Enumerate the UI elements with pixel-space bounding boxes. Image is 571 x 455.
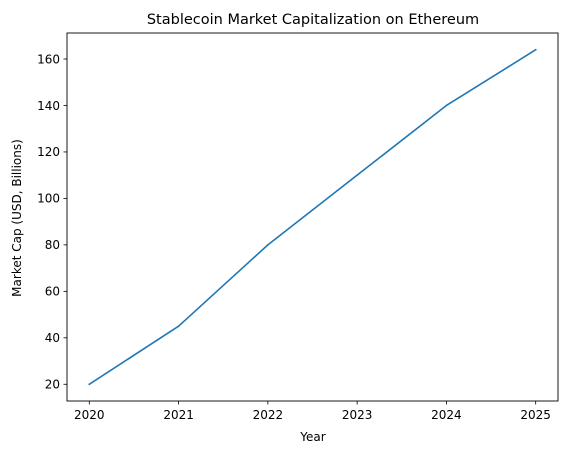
y-tick-label: 40 [45, 331, 60, 345]
x-tick-label: 2020 [74, 408, 105, 422]
chart-title: Stablecoin Market Capitalization on Ethe… [147, 12, 479, 28]
data-point [356, 174, 358, 176]
x-tick-label: 2021 [163, 408, 194, 422]
x-axis-ticks: 2020 2021 2022 2023 2024 2025 [74, 401, 551, 422]
data-point [267, 244, 269, 246]
x-tick-label: 2025 [520, 408, 551, 422]
y-tick-label: 140 [37, 99, 60, 113]
plot-frame [66, 32, 559, 402]
y-tick-label: 120 [37, 145, 60, 159]
data-point [534, 48, 537, 51]
y-tick-label: 80 [45, 238, 60, 252]
x-tick-label: 2024 [431, 408, 462, 422]
x-axis-label: Year [299, 430, 325, 444]
series-layer [88, 48, 537, 386]
y-tick-label: 160 [37, 52, 60, 66]
y-tick-label: 100 [37, 192, 60, 206]
y-tick-label: 20 [45, 378, 60, 392]
data-point [177, 325, 180, 327]
series-line [88, 48, 537, 386]
data-point [445, 104, 448, 107]
data-point [88, 383, 91, 386]
x-tick-label: 2023 [342, 408, 373, 422]
y-axis-ticks: 20 40 60 80 100 120 140 160 [37, 52, 67, 392]
x-tick-label: 2022 [253, 408, 284, 422]
y-axis-label: Market Cap (USD, Billions) [10, 139, 24, 297]
y-tick-label: 60 [45, 285, 60, 299]
